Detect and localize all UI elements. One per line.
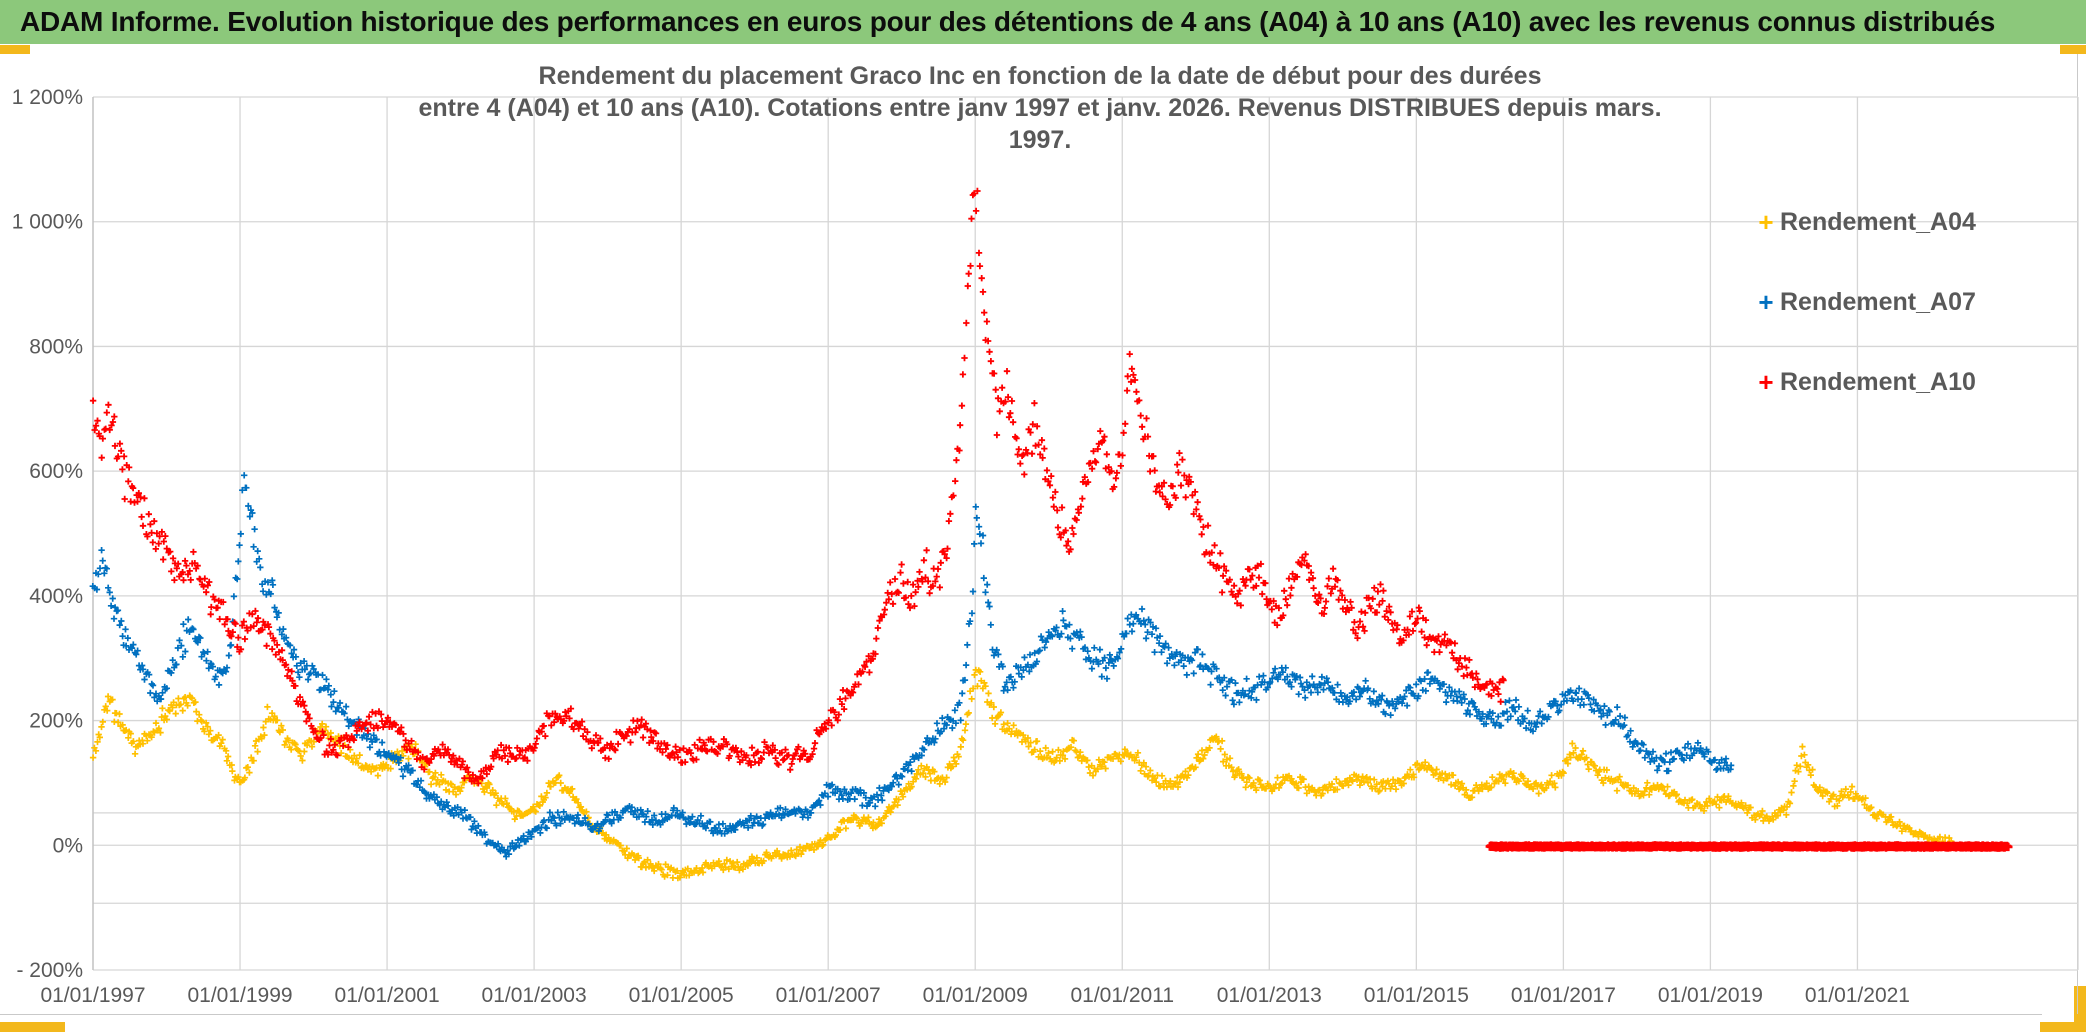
x-axis-tick-label: 01/01/1999: [187, 984, 292, 1007]
accent-bar-top-right: [2060, 45, 2086, 54]
x-axis-tick-label: 01/01/1997: [40, 984, 145, 1007]
accent-bar-bottom-right: [2040, 1022, 2086, 1032]
legend-label: Rendement_A07: [1780, 287, 1976, 316]
y-axis-tick-label: 200%: [29, 710, 83, 733]
x-axis-tick-label: 01/01/2021: [1805, 984, 1910, 1007]
chart-legend: + Rendement_A04 + Rendement_A07 + Rendem…: [1752, 200, 1976, 440]
x-axis-tick-label: 01/01/2019: [1658, 984, 1763, 1007]
x-axis-tick-label: 01/01/2001: [335, 984, 440, 1007]
scatter-series-Rendement_A07: [89, 472, 1735, 860]
plus-marker-icon: +: [1758, 206, 1774, 237]
scatter-series-Rendement_A10: [89, 187, 1507, 787]
accent-bar-top-left: [0, 45, 30, 54]
legend-label: Rendement_A04: [1780, 207, 1976, 236]
x-axis-tick-label: 01/01/2015: [1364, 984, 1469, 1007]
x-axis-tick-label: 01/01/2017: [1511, 984, 1616, 1007]
legend-item-a10: + Rendement_A10: [1752, 360, 1976, 404]
y-axis-tick-label: 1 000%: [12, 211, 83, 234]
y-axis-tick-label: - 200%: [16, 959, 83, 982]
y-axis-tick-label: 400%: [29, 585, 83, 608]
chart-title: Rendement du placement Graco Inc en fonc…: [400, 60, 1680, 156]
y-axis-tick-label: 600%: [29, 460, 83, 483]
bottom-border-line: [0, 1014, 2042, 1015]
legend-label: Rendement_A10: [1780, 367, 1976, 396]
x-axis-tick-label: 01/01/2007: [776, 984, 881, 1007]
chart-title-line1: Rendement du placement Graco Inc en fonc…: [538, 62, 1542, 90]
accent-bar-bottom-left: [0, 1022, 65, 1032]
scatter-series-Rendement_A10: [1485, 841, 2013, 852]
header-bar: ADAM Informe. Evolution historique des p…: [0, 0, 2086, 44]
legend-item-a07: + Rendement_A07: [1752, 280, 1976, 324]
x-axis-tick-label: 01/01/2013: [1217, 984, 1322, 1007]
header-title: ADAM Informe. Evolution historique des p…: [20, 6, 1996, 37]
x-axis-tick-label: 01/01/2005: [629, 984, 734, 1007]
y-axis-tick-label: 0%: [53, 834, 83, 857]
x-axis-tick-label: 01/01/2009: [923, 984, 1028, 1007]
scatter-series-Rendement_A04: [89, 666, 1956, 882]
x-axis-tick-label: 01/01/2003: [482, 984, 587, 1007]
chart-title-line2: entre 4 (A04) et 10 ans (A10). Cotations…: [418, 94, 1662, 154]
plus-marker-icon: +: [1758, 366, 1774, 397]
y-axis-tick-label: 1 200%: [12, 86, 83, 109]
legend-item-a04: + Rendement_A04: [1752, 200, 1976, 244]
y-axis-tick-label: 800%: [29, 335, 83, 358]
x-axis-tick-label: 01/01/2011: [1070, 984, 1174, 1007]
plus-marker-icon: +: [1758, 286, 1774, 317]
